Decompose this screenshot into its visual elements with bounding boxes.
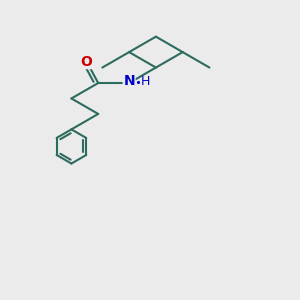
Text: N: N	[123, 74, 135, 88]
Text: H: H	[141, 75, 150, 88]
Text: O: O	[80, 55, 92, 68]
